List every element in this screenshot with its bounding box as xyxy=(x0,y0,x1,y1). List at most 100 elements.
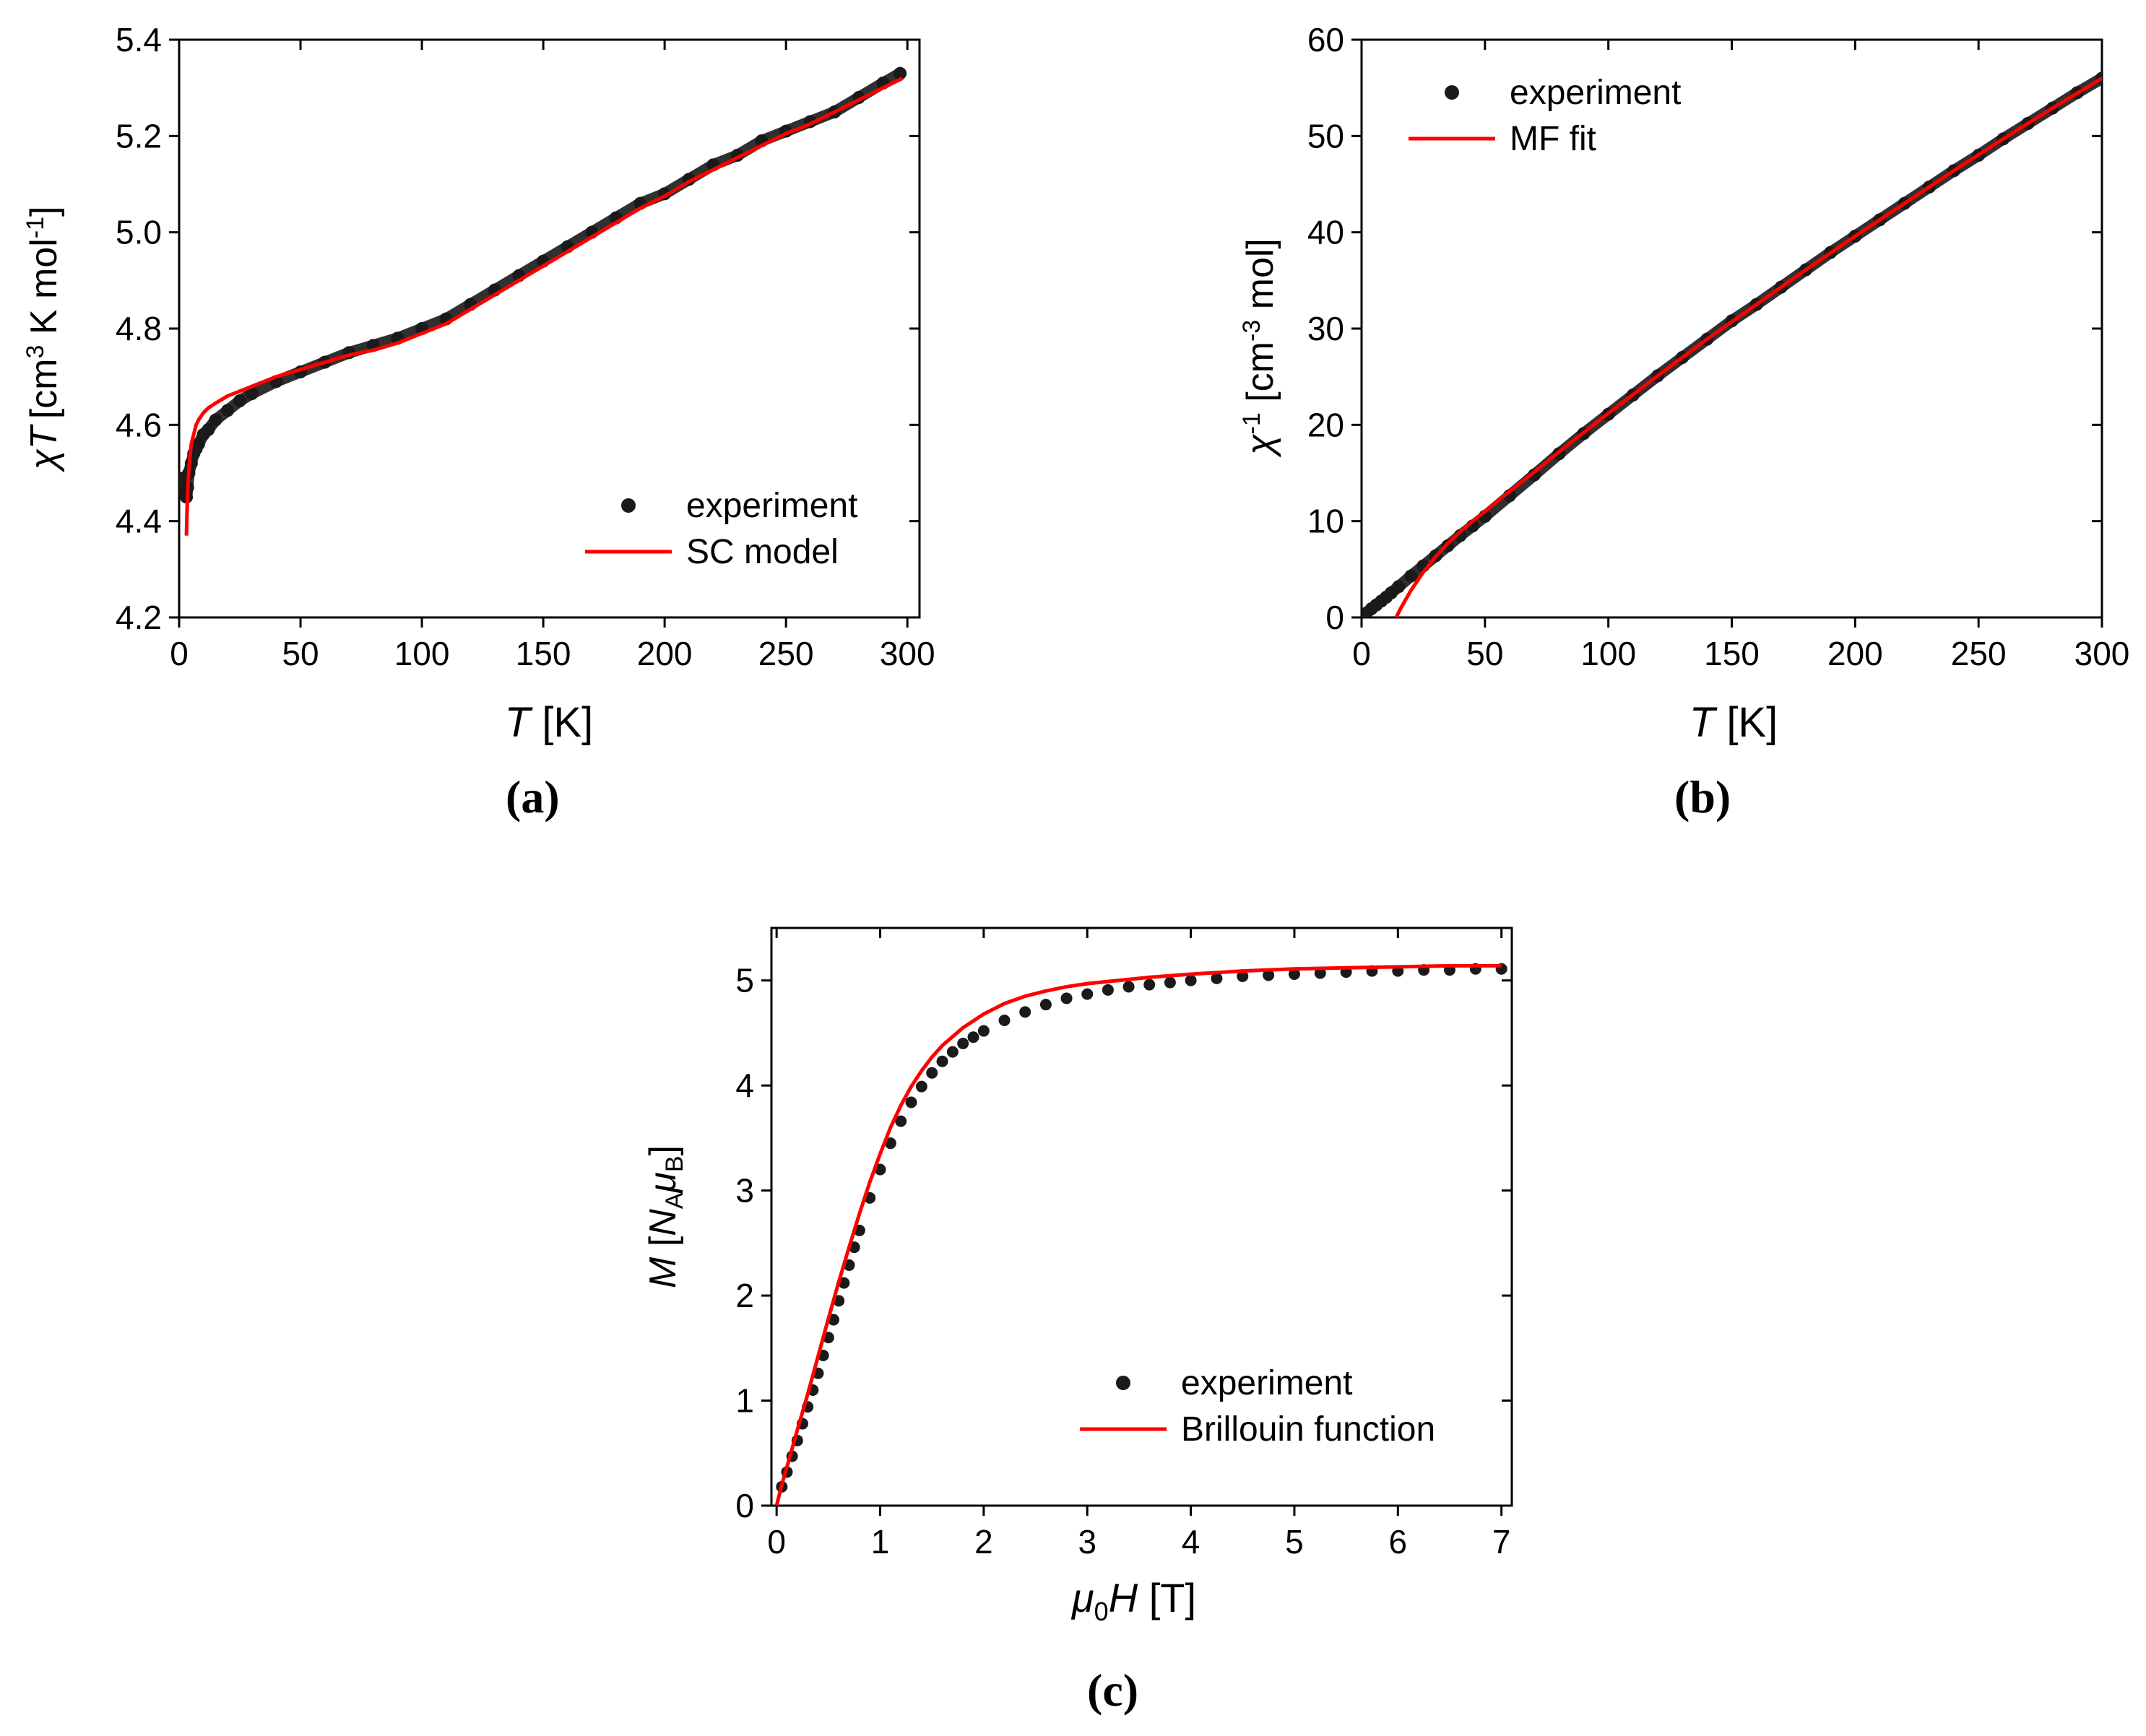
panel-b-experiment-point xyxy=(1392,580,1406,594)
panel-c-experiment-point xyxy=(1288,968,1300,980)
panel-c-experiment-point xyxy=(957,1038,969,1049)
panel-b-ytick-label: 30 xyxy=(1307,310,1344,347)
panel-b-xtick-label: 50 xyxy=(1466,635,1503,672)
panel-b-legend-experiment-label: experiment xyxy=(1510,74,1681,112)
panel-c-frame xyxy=(770,926,1513,1507)
panel-a-xlabel: T [K] xyxy=(505,699,593,746)
panel-c-experiment-point xyxy=(915,1080,927,1093)
panel-c-experiment-point xyxy=(1211,972,1223,984)
panel-a-xtick-label: 50 xyxy=(282,635,319,672)
panel-c-xtick-label: 3 xyxy=(1078,1523,1096,1561)
panel-b-ytick-label: 40 xyxy=(1307,214,1344,251)
panel-c-experiment-point xyxy=(977,1025,990,1037)
panel-b-fit-line xyxy=(1394,77,2102,617)
panel-c-xtick-label: 2 xyxy=(974,1523,993,1561)
panel-a-experiment-point xyxy=(894,66,907,80)
panel-c-experiment-point xyxy=(1039,999,1052,1011)
panel-c-xtick-label: 1 xyxy=(871,1523,890,1561)
panel-b-ytick-label: 0 xyxy=(1325,599,1344,636)
panel-b-ytick-label: 20 xyxy=(1307,406,1344,443)
panel-c-experiment-point xyxy=(1263,969,1275,981)
panel-a-ytick-label: 5.2 xyxy=(116,117,162,155)
panel-c-experiment-point xyxy=(967,1031,979,1043)
panel-c-ytick-label: 4 xyxy=(735,1067,754,1104)
panel-b-xlabel: T [K] xyxy=(1689,699,1778,746)
panel-a-experiment-trace xyxy=(179,67,907,503)
panel-c-experiment-point xyxy=(884,1137,896,1150)
panel-a-experiment-point xyxy=(245,387,259,400)
panel-b-legend: experiment MF fit xyxy=(1409,74,1681,158)
panel-a-experiment-point xyxy=(221,404,235,417)
panel-a-xtick-label: 100 xyxy=(394,635,450,672)
panel-c-ytick-label: 1 xyxy=(735,1382,754,1420)
panel-c-experiment-point xyxy=(936,1055,948,1067)
panel-a: 0 50 100 150 200 250 300 4.2 4.4 4.6 4.8 5.0 5.2 5.4 e… xyxy=(22,21,935,823)
panel-a-xtick-label: 250 xyxy=(758,635,814,672)
panel-b-legend-experiment-marker xyxy=(1445,85,1459,100)
panel-a-plot-area: 0 50 100 150 200 250 300 4.2 4.4 4.6 4.8 5.0 5.2 5.4 e… xyxy=(116,21,935,672)
panel-c-fit-line xyxy=(774,963,1502,1506)
panel-b-ytick-label: 10 xyxy=(1307,503,1344,540)
panel-b-experiment-trace xyxy=(1362,72,2102,617)
panel-a-experiment-point xyxy=(202,423,215,436)
panel-a-xtick-label: 0 xyxy=(170,635,189,672)
panel-c-experiment-point xyxy=(1122,981,1135,993)
panel-c-ylabel: M [NAμB] xyxy=(642,1145,688,1288)
panel-c-xtick-label: 0 xyxy=(767,1523,786,1561)
panel-b-xtick-label: 300 xyxy=(2074,635,2130,672)
panel-a-xtick-label: 200 xyxy=(637,635,693,672)
panel-b-xtick-label: 0 xyxy=(1352,635,1371,672)
panel-c-legend-experiment-label: experiment xyxy=(1181,1364,1352,1402)
panel-b-ytick-label: 60 xyxy=(1307,21,1344,58)
panel-a-ytick-label: 4.6 xyxy=(116,406,162,443)
panel-b-plot-area: 0 50 100 150 200 250 300 0 10 20 30 40 50 60 experimen… xyxy=(1307,21,2130,672)
panel-c-ytick-label: 2 xyxy=(735,1277,754,1314)
panel-b: 0 50 100 150 200 250 300 0 10 20 30 40 50 60 experimen… xyxy=(1238,21,2129,823)
panel-c-experiment-point xyxy=(1185,974,1197,986)
panel-a-ylabel: χT[cm3 K mol-1] xyxy=(22,207,65,473)
panel-c-experiment-point xyxy=(1237,970,1249,982)
panel-a-fit-line xyxy=(184,77,904,536)
panel-c-experiment-point xyxy=(895,1115,907,1127)
panel-a-xtick-label: 300 xyxy=(880,635,935,672)
panel-b-ytick-label: 50 xyxy=(1307,117,1344,155)
panel-b-legend-fit-label: MF fit xyxy=(1510,120,1596,158)
panel-a-ytick-label: 5.4 xyxy=(116,21,162,58)
panel-c-xlabel: μ0H [T] xyxy=(1070,1575,1196,1626)
panel-a-ytick-label: 4.4 xyxy=(116,503,162,540)
panel-a-experiment-point xyxy=(209,413,222,427)
panel-c-experiment-point xyxy=(1164,976,1176,989)
panel-a-xtick-label: 150 xyxy=(516,635,571,672)
panel-a-ytick-label: 4.8 xyxy=(116,310,162,347)
panel-a-ytick-label: 5.0 xyxy=(116,214,162,251)
panel-a-experiment-point xyxy=(233,394,247,407)
panel-c-xtick-label: 5 xyxy=(1285,1523,1304,1561)
panel-a-legend: experiment SC model xyxy=(585,487,857,571)
panel-b-ylabel: χ-1 [cm-3 mol] xyxy=(1238,238,1281,458)
panel-c-label: (c) xyxy=(1087,1665,1138,1716)
panel-c-xtick-label: 4 xyxy=(1182,1523,1200,1561)
panel-b-experiment-point xyxy=(1404,569,1418,583)
panel-a-legend-experiment-marker xyxy=(621,498,636,513)
panel-b-xtick-label: 250 xyxy=(1951,635,2007,672)
panel-b-xtick-label: 200 xyxy=(1827,635,1883,672)
panel-c-experiment-point xyxy=(1143,978,1156,991)
panel-c-experiment-point xyxy=(946,1046,959,1058)
panel-c-xtick-label: 6 xyxy=(1389,1523,1408,1561)
panel-c-ytick-label: 5 xyxy=(735,962,754,999)
panel-c-experiment-point xyxy=(1102,984,1114,996)
panel-b-xtick-label: 150 xyxy=(1704,635,1760,672)
panel-c-ytick-label: 3 xyxy=(735,1172,754,1210)
panel-b-xtick-label: 100 xyxy=(1580,635,1636,672)
panel-b-label: (b) xyxy=(1674,771,1731,823)
panel-a-experiment-point xyxy=(191,438,205,451)
panel-c-experiment-point xyxy=(998,1015,1011,1026)
panel-c-legend-fit-label: Brillouin function xyxy=(1181,1410,1435,1449)
panel-c-experiment-point xyxy=(1060,992,1073,1004)
panel-c-plot-area: 0 1 2 3 4 5 6 7 0 1 2 3 4 5 experiment Brillouin functi… xyxy=(735,926,1513,1561)
panel-a-legend-experiment-label: experiment xyxy=(686,487,857,525)
panel-c-legend: experiment Brillouin function xyxy=(1080,1364,1435,1449)
panel-c-experiment-point xyxy=(1081,988,1094,1000)
panel-c: 0 1 2 3 4 5 6 7 0 1 2 3 4 5 experiment Brillouin functi… xyxy=(642,926,1513,1716)
